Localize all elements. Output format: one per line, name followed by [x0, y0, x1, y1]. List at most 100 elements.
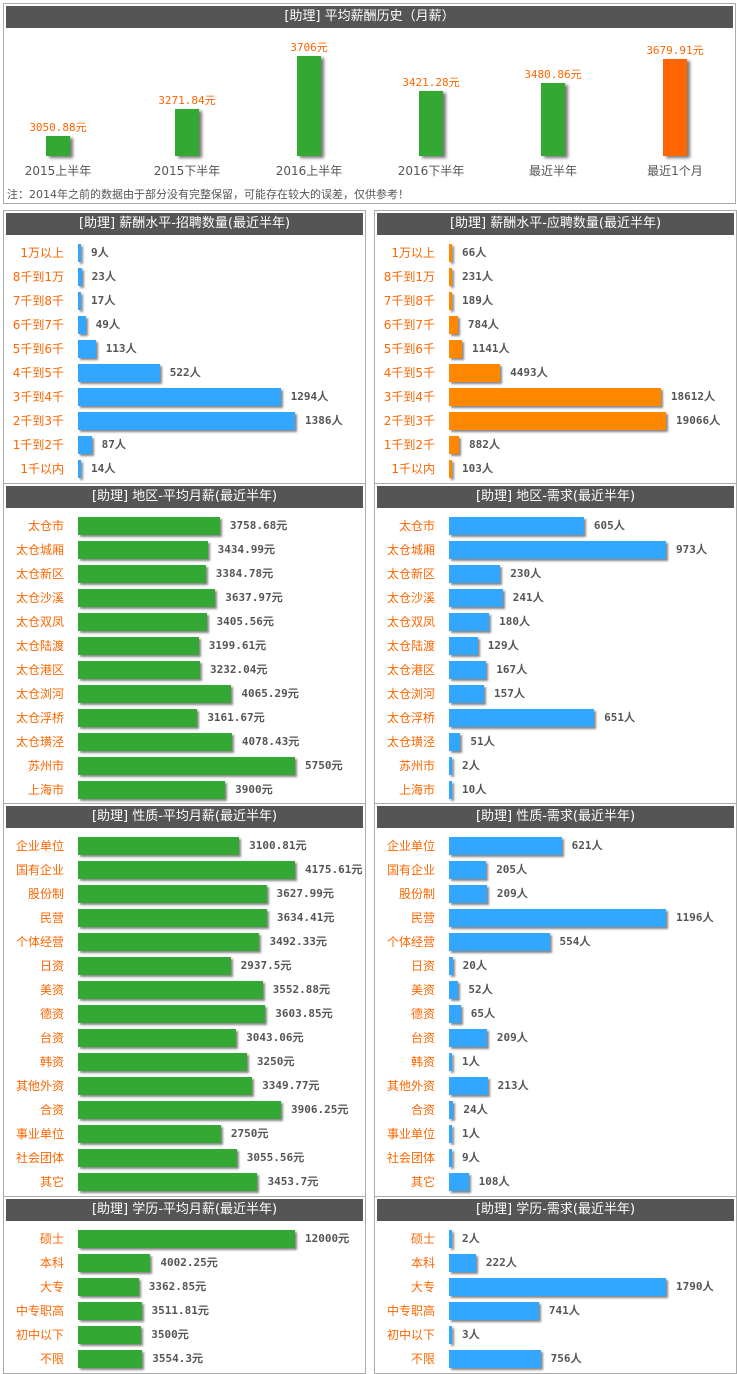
- category-label[interactable]: 中专职高: [386, 1304, 435, 1318]
- category-label[interactable]: 事业单位: [386, 1127, 435, 1141]
- category-label[interactable]: 国有企业: [386, 863, 435, 877]
- category-label[interactable]: 太仓璜泾: [15, 735, 64, 749]
- category-label[interactable]: 其他外资: [386, 1079, 435, 1093]
- category-label[interactable]: 民营: [410, 911, 435, 925]
- category-label[interactable]: 8千到1万: [383, 270, 435, 284]
- category-label[interactable]: 大专: [39, 1280, 64, 1294]
- category-label[interactable]: 5千到6千: [383, 342, 435, 356]
- category-label[interactable]: 7千到8千: [12, 294, 64, 308]
- category-label[interactable]: 太仓沙溪: [15, 591, 64, 605]
- value-label: 157人: [494, 687, 525, 700]
- category-label[interactable]: 1千到2千: [383, 438, 435, 452]
- category-label[interactable]: 太仓沙溪: [386, 591, 435, 605]
- category-label[interactable]: 股份制: [27, 887, 64, 901]
- category-label[interactable]: 太仓市: [398, 519, 435, 533]
- category-label[interactable]: 太仓陆渡: [386, 639, 435, 653]
- category-label[interactable]: 6千到7千: [12, 318, 64, 332]
- category-label[interactable]: 太仓浏河: [386, 687, 435, 701]
- category-label[interactable]: 1千以内: [391, 462, 435, 476]
- category-label[interactable]: 美资: [39, 983, 64, 997]
- category-label[interactable]: 日资: [39, 959, 64, 973]
- category-label[interactable]: 6千到7千: [383, 318, 435, 332]
- category-label[interactable]: 合资: [39, 1103, 64, 1117]
- category-label[interactable]: 1千到2千: [12, 438, 64, 452]
- category-label[interactable]: 2千到3千: [383, 414, 435, 428]
- category-label[interactable]: 太仓浮桥: [386, 711, 435, 725]
- category-label[interactable]: 德资: [410, 1007, 435, 1021]
- category-label[interactable]: 初中以下: [15, 1328, 64, 1342]
- category-label[interactable]: 3千到4千: [12, 390, 64, 404]
- bar: [78, 757, 295, 775]
- category-label[interactable]: 其它: [39, 1175, 64, 1189]
- category-label[interactable]: 本科: [39, 1256, 64, 1270]
- category-label[interactable]: 太仓浏河: [15, 687, 64, 701]
- category-label[interactable]: 个体经营: [15, 935, 64, 949]
- category-label[interactable]: 股份制: [398, 887, 435, 901]
- category-label[interactable]: 太仓浮桥: [15, 711, 64, 725]
- category-label[interactable]: 初中以下: [386, 1328, 435, 1342]
- category-label[interactable]: 太仓市: [27, 519, 64, 533]
- category-label[interactable]: 1万以上: [391, 246, 435, 260]
- category-label[interactable]: 7千到8千: [383, 294, 435, 308]
- category-label[interactable]: 硕士: [39, 1232, 64, 1246]
- category-label[interactable]: 事业单位: [15, 1127, 64, 1141]
- category-label[interactable]: 太仓城厢: [15, 543, 64, 557]
- category-label[interactable]: 4千到5千: [383, 366, 435, 380]
- category-label[interactable]: 社会团体: [15, 1151, 64, 1165]
- category-label[interactable]: 其他外资: [15, 1079, 64, 1093]
- category-label[interactable]: 不限: [410, 1352, 435, 1366]
- category-label[interactable]: 民营: [39, 911, 64, 925]
- category-label[interactable]: 苏州市: [398, 759, 435, 773]
- category-label[interactable]: 社会团体: [386, 1151, 435, 1165]
- category-label[interactable]: 上海市: [27, 783, 64, 797]
- category-label[interactable]: 5千到6千: [12, 342, 64, 356]
- category-label[interactable]: 太仓双凤: [386, 615, 435, 629]
- history-category-label: 最近1个月: [647, 164, 703, 178]
- category-label[interactable]: 中专职高: [15, 1304, 64, 1318]
- category-label[interactable]: 3千到4千: [383, 390, 435, 404]
- category-label[interactable]: 韩资: [410, 1055, 435, 1069]
- category-label[interactable]: 1千以内: [20, 462, 64, 476]
- category-label[interactable]: 德资: [39, 1007, 64, 1021]
- category-label[interactable]: 硕士: [410, 1232, 435, 1246]
- bar-row: 8千到1万 23人: [4, 265, 365, 289]
- category-label[interactable]: 太仓新区: [15, 567, 64, 581]
- category-label[interactable]: 太仓双凤: [15, 615, 64, 629]
- bar: [449, 933, 550, 951]
- category-label[interactable]: 韩资: [39, 1055, 64, 1069]
- bar: [449, 733, 461, 751]
- bar-row: 太仓城厢 3434.99元: [4, 538, 365, 562]
- category-label[interactable]: 4千到5千: [12, 366, 64, 380]
- bar-row: 太仓浮桥 651人: [375, 706, 736, 730]
- category-label[interactable]: 苏州市: [27, 759, 64, 773]
- category-label[interactable]: 太仓新区: [386, 567, 435, 581]
- value-label: 3405.56元: [216, 615, 274, 628]
- category-label[interactable]: 本科: [410, 1256, 435, 1270]
- category-label[interactable]: 上海市: [398, 783, 435, 797]
- category-label[interactable]: 其它: [410, 1175, 435, 1189]
- category-label[interactable]: 太仓港区: [15, 663, 64, 677]
- category-label[interactable]: 美资: [410, 983, 435, 997]
- category-label[interactable]: 太仓陆渡: [15, 639, 64, 653]
- bar-row: 6千到7千 49人: [4, 313, 365, 337]
- value-label: 205人: [496, 863, 528, 876]
- category-label[interactable]: 个体经营: [386, 935, 435, 949]
- category-label[interactable]: 太仓城厢: [386, 543, 435, 557]
- category-label[interactable]: 日资: [410, 959, 435, 973]
- category-label[interactable]: 台资: [39, 1031, 64, 1045]
- category-label[interactable]: 太仓港区: [386, 663, 435, 677]
- category-label[interactable]: 合资: [410, 1103, 435, 1117]
- history-value-label: 3421.28元: [402, 75, 460, 89]
- category-label[interactable]: 太仓璜泾: [386, 735, 435, 749]
- category-label[interactable]: 1万以上: [20, 246, 64, 260]
- category-label[interactable]: 台资: [410, 1031, 435, 1045]
- category-label[interactable]: 国有企业: [15, 863, 64, 877]
- category-label[interactable]: 大专: [410, 1280, 435, 1294]
- bar-row: 本科 4002.25元: [4, 1251, 365, 1275]
- category-label[interactable]: 企业单位: [15, 839, 64, 853]
- category-label[interactable]: 8千到1万: [12, 270, 64, 284]
- value-label: 167人: [496, 663, 528, 676]
- category-label[interactable]: 2千到3千: [12, 414, 64, 428]
- category-label[interactable]: 企业单位: [386, 839, 435, 853]
- category-label[interactable]: 不限: [39, 1352, 64, 1366]
